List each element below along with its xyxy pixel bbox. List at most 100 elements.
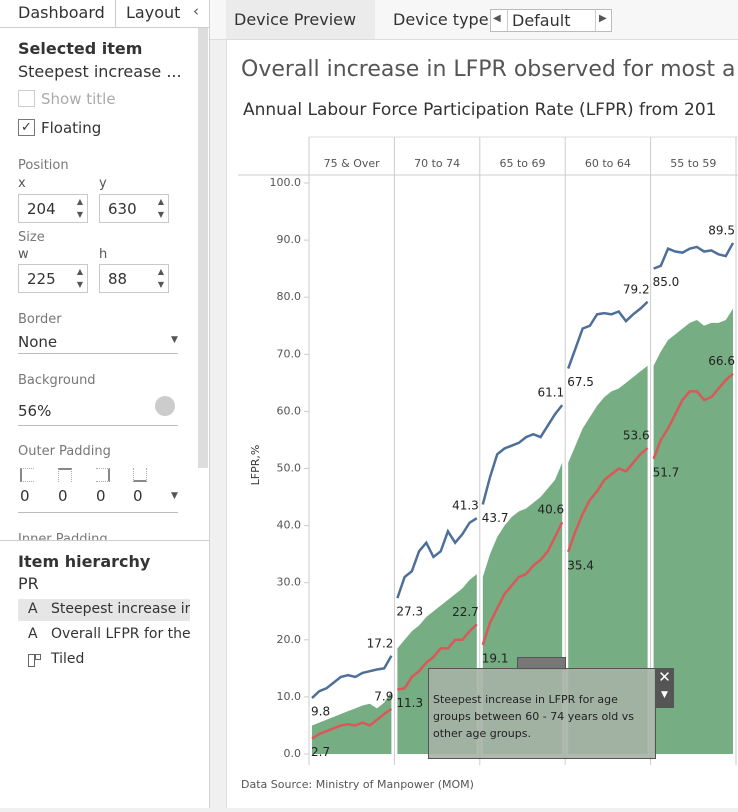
arrow[interactable]: ◀ [493, 13, 501, 24]
line [396, 517, 478, 599]
selection [18, 599, 190, 621]
y-tick-label: 60.0 [277, 404, 302, 417]
select-value: Default [512, 11, 571, 30]
area [568, 365, 648, 754]
number-input[interactable]: 88 ▲ ▼ [99, 264, 169, 293]
panel-header: 75 & Over [324, 157, 381, 170]
close-button[interactable]: ✕ [658, 668, 671, 686]
line [481, 404, 564, 505]
chart-body: Overall increase in LFPR observed for mo… [238, 57, 738, 791]
padding-icon [133, 468, 147, 482]
y-tick-label: 40.0 [277, 519, 302, 532]
label: x [18, 176, 26, 191]
line [652, 372, 734, 460]
tree-item[interactable]: Steepest increase in [51, 601, 190, 617]
data-label: 43.7 [482, 511, 509, 525]
layout-panel: Dashboard Layout ‹ Selected item Steepes… [0, 0, 210, 808]
y-tick-label: 10.0 [277, 690, 302, 703]
tab-bar [0, 0, 209, 28]
y-tick-label: 20.0 [277, 633, 302, 646]
dropdown-value[interactable]: None [18, 333, 58, 351]
underline [18, 353, 178, 354]
chart: Overall increase in LFPR observed for mo… [238, 57, 738, 791]
number-input[interactable]: 204 ▲ ▼ [18, 194, 88, 223]
data-label: 11.3 [396, 696, 423, 710]
panel-header: 70 to 74 [414, 157, 460, 170]
number-input[interactable]: 630 ▲ ▼ [99, 194, 169, 223]
padding-icon [96, 468, 110, 482]
line [311, 707, 393, 740]
input-value[interactable]: 56% [18, 402, 52, 420]
padding-icon [20, 468, 34, 482]
data-label: 67.5 [567, 375, 594, 389]
input-value: 88 [108, 270, 128, 288]
tab-active [226, 0, 375, 39]
underline [18, 512, 178, 513]
color-swatch[interactable] [155, 396, 175, 416]
tab-active [115, 0, 209, 27]
heading: Item hierarchy [18, 552, 151, 571]
y-tick-label: 30.0 [277, 576, 302, 589]
checkbox[interactable] [18, 90, 35, 107]
area [312, 691, 392, 754]
tab[interactable]: Layout [126, 3, 181, 22]
label: Background [18, 373, 96, 388]
checkbox[interactable]: ✓ [18, 119, 35, 136]
label: w [18, 247, 29, 262]
tiled-icon [35, 654, 41, 660]
text-icon: A [28, 601, 38, 617]
label: Position [18, 158, 69, 173]
device-select[interactable]: ◀ Default ▶ [490, 9, 612, 32]
label: Inner Padding [18, 532, 108, 540]
label: h [99, 247, 108, 262]
text-icon: A [28, 626, 38, 642]
line [567, 447, 649, 553]
padding-value: 0 [58, 487, 68, 505]
dropdown-arrow[interactable]: ▼ [171, 335, 178, 345]
data-label: 22.7 [452, 605, 479, 619]
data-label: 79.2 [623, 282, 650, 296]
dropdown-arrow[interactable]: ▼ [171, 491, 178, 501]
data-label: 51.7 [653, 465, 680, 479]
label: Border [18, 312, 62, 327]
y-tick-label: 0.0 [284, 747, 302, 760]
line [311, 655, 393, 699]
number-input[interactable]: 225 ▲ ▼ [18, 264, 88, 293]
label: y [99, 176, 107, 191]
tree-root[interactable]: PR [18, 574, 39, 593]
annotation-text: Steepest increase in LFPR for age groups… [433, 693, 634, 740]
y-tick-label: 100.0 [270, 176, 302, 189]
data-label: 2.7 [311, 745, 330, 759]
divider [507, 10, 508, 31]
source: Data Source: Ministry of Manpower (MOM) [241, 778, 474, 791]
collapse-button[interactable]: ‹ [193, 2, 199, 20]
menu-button[interactable]: ▼ [661, 690, 668, 700]
y-tick-label: 50.0 [277, 462, 302, 475]
object-controls[interactable]: ✕ ▼ [655, 668, 674, 708]
data-label: 35.4 [567, 558, 594, 572]
toolbar: Device Preview Device type ◀ Default ▶ [210, 0, 738, 40]
tree-item[interactable]: Tiled [51, 651, 85, 667]
data-label: 61.1 [537, 386, 564, 400]
dashboard-title: Overall increase in LFPR observed for mo… [241, 57, 736, 82]
panel-header: 55 to 59 [670, 157, 716, 170]
padding-value: 0 [20, 487, 30, 505]
data-label: 9.8 [311, 705, 330, 719]
tab[interactable]: Device Preview [234, 10, 357, 29]
checkbox-label: Floating [41, 119, 102, 137]
subtitle: Annual Labour Force Participation Rate (… [243, 100, 716, 120]
data-label: 7.9 [374, 689, 393, 703]
input-value: 630 [108, 200, 137, 218]
tab[interactable]: Dashboard [18, 3, 105, 22]
item-name: Steepest increase ... [18, 62, 182, 81]
data-label: 53.6 [623, 428, 650, 442]
y-tick-label: 90.0 [277, 233, 302, 246]
arrow[interactable]: ▶ [599, 13, 607, 24]
tree-item[interactable]: Overall LFPR for thes [51, 626, 190, 642]
y-tick-label: 80.0 [277, 290, 302, 303]
data-label: 85.0 [653, 275, 680, 289]
scrollbar[interactable] [198, 28, 208, 468]
annotation-box[interactable]: Steepest increase in LFPR for age groups… [428, 668, 656, 759]
data-label: 41.3 [452, 499, 479, 513]
panel-header: 65 to 69 [499, 157, 545, 170]
